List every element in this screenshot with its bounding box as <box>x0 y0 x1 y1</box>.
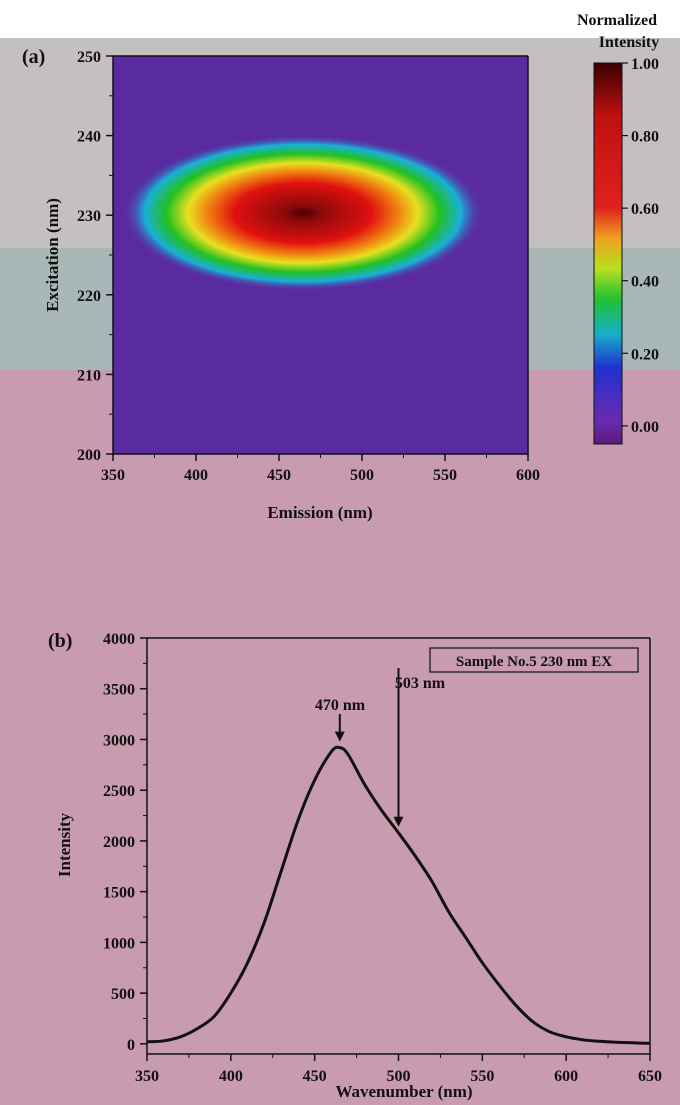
colorbar <box>593 62 623 445</box>
spectrum-x-tick-label: 400 <box>219 1068 243 1085</box>
heatmap-hotspot <box>123 135 483 291</box>
panel-a-label: (a) <box>22 46 45 68</box>
heatmap-x-tick-label: 450 <box>267 467 291 484</box>
colorbar-tick-label: 0.40 <box>631 274 659 291</box>
heatmap-y-tick-label: 220 <box>77 288 101 305</box>
spectrum-y-tick-label: 2500 <box>103 783 135 800</box>
heatmap-y-tick-label: 250 <box>77 49 101 66</box>
heatmap-y-tick-label: 210 <box>77 367 101 384</box>
spectrum-x-axis-label: Wavenumber (nm) <box>335 1082 472 1101</box>
panel-b-label: (b) <box>48 630 72 652</box>
arrow-470nm-head <box>334 731 345 742</box>
spectrum-y-tick-label: 500 <box>111 986 135 1003</box>
colorbar-tick-label: 0.00 <box>631 419 659 436</box>
spectrum-ticks: 350 400 450 500 550 600 650 0 500 1000 1500 2000 250… <box>103 631 662 1085</box>
heatmap-x-axis-label: Emission (nm) <box>267 503 372 522</box>
arrow-503nm-head <box>393 816 404 827</box>
colorbar-tick-label: 0.80 <box>631 129 659 146</box>
annotation-arrows <box>334 668 404 827</box>
colorbar-title-line2: Intensity <box>599 34 659 51</box>
heatmap-plot <box>112 55 529 455</box>
annotation-503nm: 503 nm <box>395 675 446 692</box>
heatmap-ticks: 350 400 450 500 550 600 200 210 220 230 240 250 <box>77 49 540 484</box>
spectrum-x-tick-label: 500 <box>387 1068 411 1085</box>
heatmap-x-tick-label: 500 <box>350 467 374 484</box>
heatmap-y-tick-label: 240 <box>77 129 101 146</box>
heatmap-x-tick-label: 350 <box>101 467 125 484</box>
spectrum-y-tick-label: 1500 <box>103 885 135 902</box>
heatmap-x-tick-label: 600 <box>516 467 540 484</box>
spectrum-y-tick-label: 2000 <box>103 834 135 851</box>
spectrum-y-tick-label: 3500 <box>103 682 135 699</box>
spectrum-y-tick-label: 3000 <box>103 732 135 749</box>
legend-box <box>429 647 639 673</box>
colorbar-tick-label: 0.60 <box>631 201 659 218</box>
heatmap-x-tick-label: 550 <box>433 467 457 484</box>
colorbar-tick-label: 1.00 <box>631 56 659 73</box>
spectrum-y-tick-label: 1000 <box>103 935 135 952</box>
heatmap-y-axis-label: Excitation (nm) <box>43 198 62 312</box>
spectrum-x-tick-label: 600 <box>554 1068 578 1085</box>
colorbar-title-line1: Normalized <box>577 12 657 29</box>
spectrum-y-axis-label: Intensity <box>55 812 74 877</box>
spectrum-curve <box>146 745 651 1045</box>
colorbar-ticks: 0.00 0.20 0.40 0.60 0.80 1.00 <box>622 56 659 436</box>
spectrum-y-tick-label: 0 <box>127 1037 135 1054</box>
spectrum-y-tick-label: 4000 <box>103 631 135 648</box>
spectrum-x-tick-label: 650 <box>638 1068 662 1085</box>
heatmap-y-tick-label: 200 <box>77 447 101 464</box>
spectrum-x-tick-label: 550 <box>470 1068 494 1085</box>
annotation-470nm: 470 nm <box>315 697 366 714</box>
colorbar-tick-label: 0.20 <box>631 346 659 363</box>
spectrum-x-tick-label: 450 <box>303 1068 327 1085</box>
spectrum-x-tick-label: 350 <box>135 1068 159 1085</box>
heatmap-x-tick-label: 400 <box>184 467 208 484</box>
legend-text: Sample No.5 230 nm EX <box>456 654 612 670</box>
heatmap-y-tick-label: 230 <box>77 208 101 225</box>
